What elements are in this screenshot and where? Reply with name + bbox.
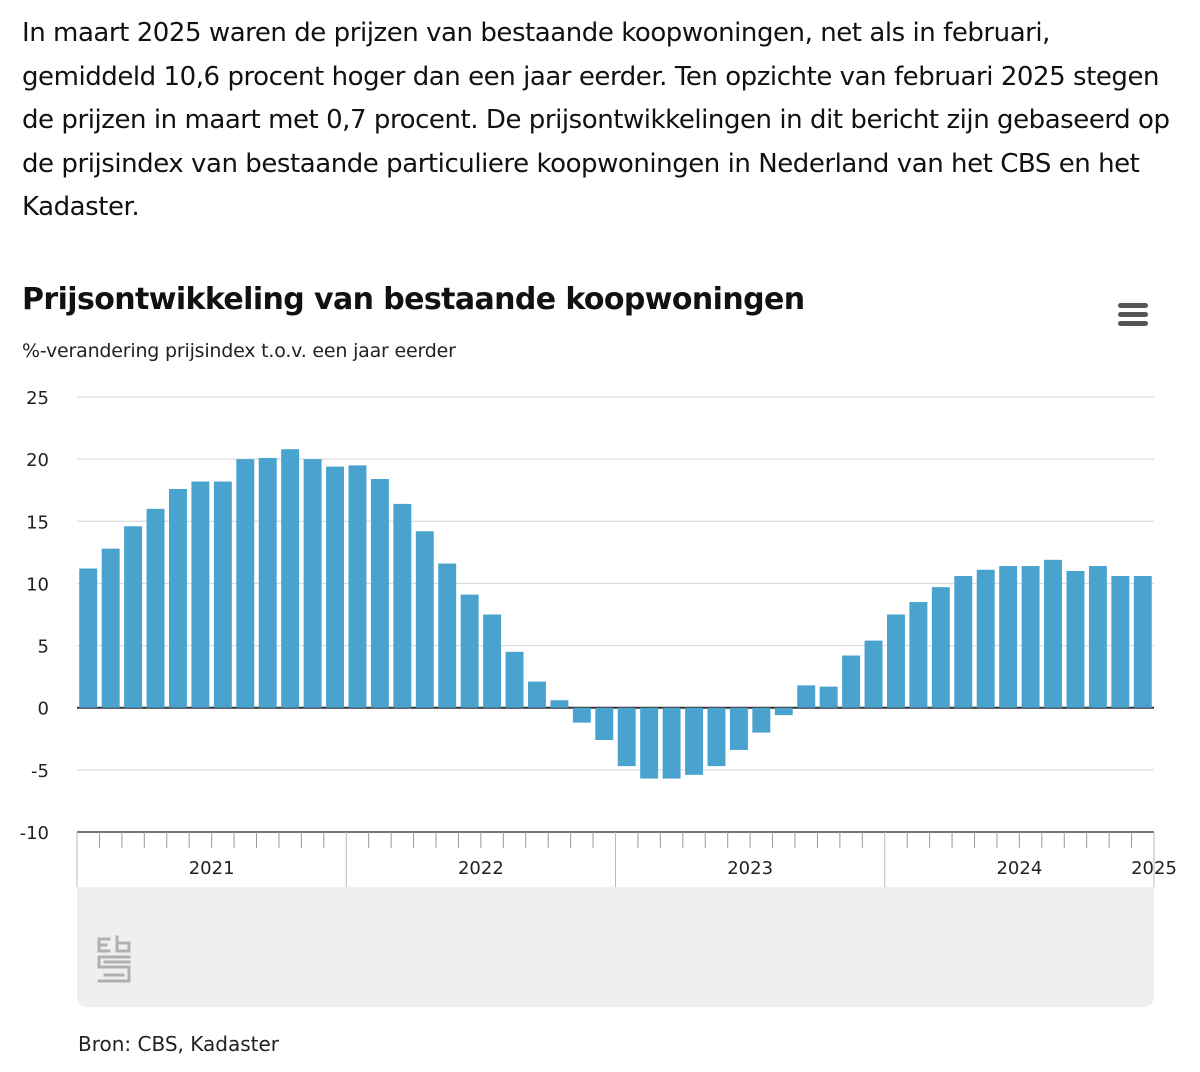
navigator-panel xyxy=(77,887,1154,1007)
hamburger-menu-icon xyxy=(1118,312,1148,317)
x-year-label: 2025 xyxy=(1131,858,1177,879)
bar[interactable] xyxy=(640,707,659,779)
bar[interactable] xyxy=(527,681,546,708)
y-tick-label: -10 xyxy=(20,823,49,844)
bar[interactable] xyxy=(1133,575,1152,708)
bar[interactable] xyxy=(1066,571,1085,708)
y-tick-label: 10 xyxy=(26,574,49,595)
y-tick-label: -5 xyxy=(31,761,49,782)
bar[interactable] xyxy=(1021,566,1040,708)
bar[interactable] xyxy=(505,651,524,708)
bar[interactable] xyxy=(460,594,479,708)
bar[interactable] xyxy=(999,566,1018,708)
x-year-label: 2023 xyxy=(727,858,773,879)
chart-menu-button[interactable] xyxy=(1112,300,1154,330)
y-tick-label: 20 xyxy=(26,450,49,471)
bar[interactable] xyxy=(101,548,120,708)
bar[interactable] xyxy=(236,459,255,708)
bar[interactable] xyxy=(1044,559,1063,708)
bar[interactable] xyxy=(595,707,614,741)
bar[interactable] xyxy=(662,707,681,779)
cbs-logo-icon xyxy=(97,935,131,983)
y-tick-label: 15 xyxy=(26,512,49,533)
bar[interactable] xyxy=(348,465,367,708)
bar[interactable] xyxy=(370,479,389,708)
bar[interactable] xyxy=(886,614,905,708)
bar[interactable] xyxy=(483,614,502,708)
bar[interactable] xyxy=(393,503,412,708)
y-tick-label: 5 xyxy=(38,637,49,658)
x-year-label: 2024 xyxy=(996,858,1042,879)
x-axis: 2021 2022 2023 2024 2025 xyxy=(76,831,1177,887)
bar[interactable] xyxy=(79,568,98,708)
bar[interactable] xyxy=(146,508,165,708)
x-year-label: 2022 xyxy=(458,858,504,879)
bar[interactable] xyxy=(617,707,636,767)
bar[interactable] xyxy=(124,526,143,708)
source-note: Bron: CBS, Kadaster xyxy=(78,1032,280,1056)
bar[interactable] xyxy=(685,707,704,775)
bar[interactable] xyxy=(258,457,277,708)
bar[interactable] xyxy=(976,569,995,708)
bar[interactable] xyxy=(572,707,591,723)
bar[interactable] xyxy=(842,655,861,708)
bar[interactable] xyxy=(281,449,300,708)
bar[interactable] xyxy=(303,459,322,708)
bar[interactable] xyxy=(191,481,210,708)
y-tick-label: 25 xyxy=(26,388,49,409)
bar[interactable] xyxy=(1088,566,1107,708)
bar[interactable] xyxy=(326,466,345,708)
y-axis: 25 20 15 10 5 0 -5 -10 xyxy=(20,388,49,844)
chart-title: Prijsontwikkeling van bestaande koopwoni… xyxy=(22,282,805,317)
bar[interactable] xyxy=(931,587,950,708)
bar[interactable] xyxy=(415,531,434,708)
hamburger-menu-icon xyxy=(1118,303,1148,308)
bar[interactable] xyxy=(707,707,726,767)
bar[interactable] xyxy=(1111,575,1130,708)
intro-paragraph: In maart 2025 waren de prijzen van besta… xyxy=(22,18,1170,222)
hamburger-menu-icon xyxy=(1118,321,1148,326)
bar-chart: 25 20 15 10 5 0 -5 -10 2021 2022 2023 2024 2025 xyxy=(20,388,1177,887)
y-tick-label: 0 xyxy=(38,699,49,720)
x-year-label: 2021 xyxy=(189,858,235,879)
bar[interactable] xyxy=(752,707,771,733)
bar[interactable] xyxy=(438,563,457,708)
bar[interactable] xyxy=(909,602,928,708)
bars xyxy=(79,449,1152,779)
bar[interactable] xyxy=(168,488,187,708)
bar[interactable] xyxy=(819,686,838,708)
bar[interactable] xyxy=(729,707,748,750)
bar[interactable] xyxy=(797,685,816,708)
bar[interactable] xyxy=(774,707,793,716)
bar[interactable] xyxy=(864,640,883,708)
bar[interactable] xyxy=(954,575,973,708)
chart-subtitle: %-verandering prijsindex t.o.v. een jaar… xyxy=(22,340,456,362)
bar[interactable] xyxy=(550,700,569,708)
bar[interactable] xyxy=(213,481,232,708)
